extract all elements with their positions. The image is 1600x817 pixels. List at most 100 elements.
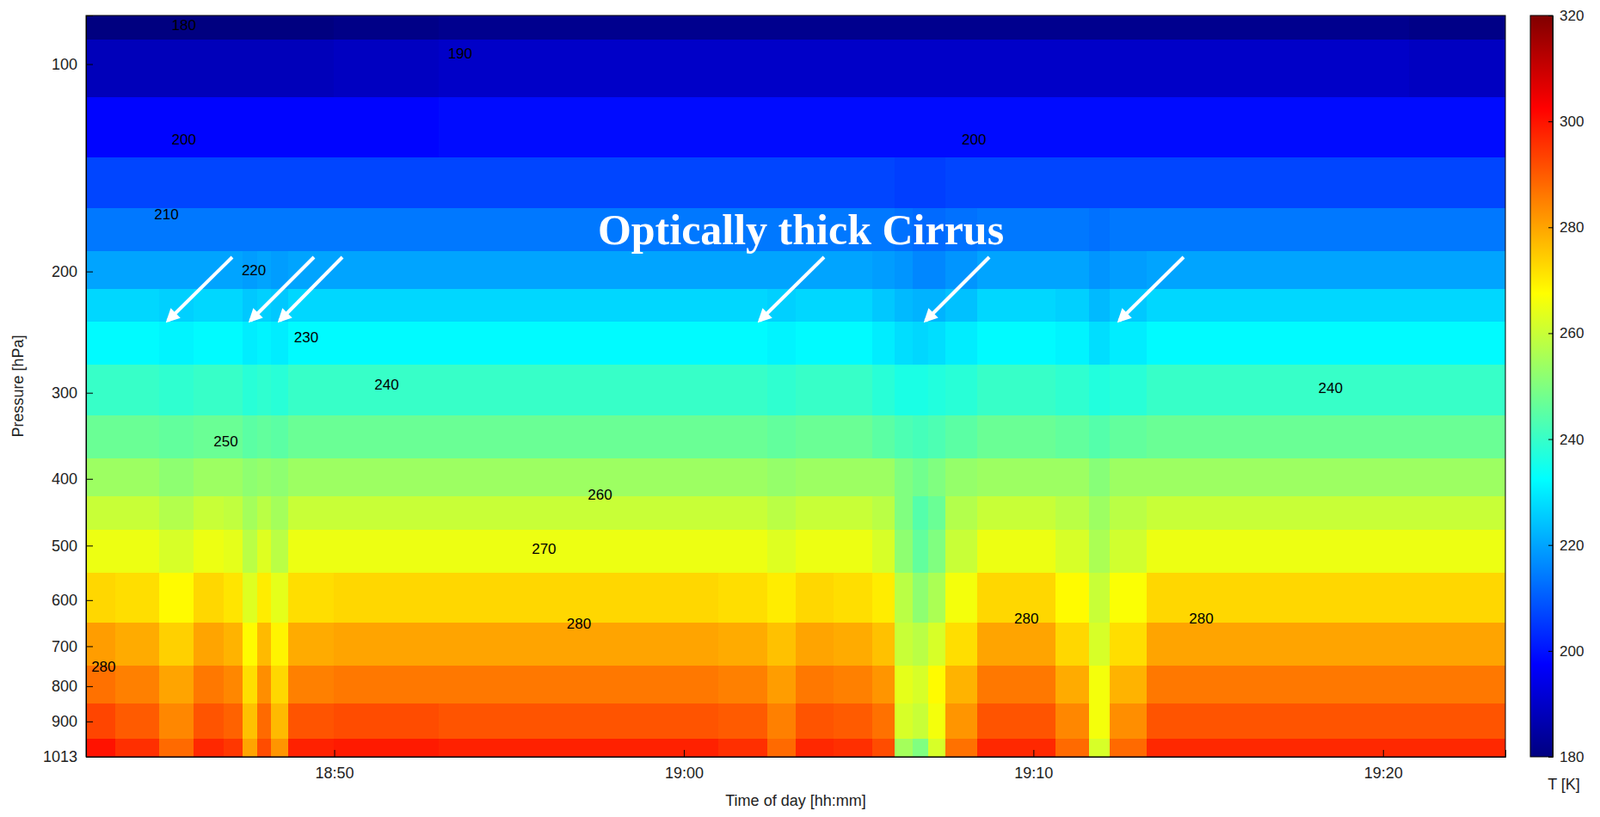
cell <box>718 321 769 366</box>
cell <box>945 572 979 625</box>
cell <box>767 15 797 41</box>
arrow <box>279 257 343 321</box>
cell <box>977 39 1017 99</box>
cell <box>1015 157 1058 210</box>
tick: 300 <box>1548 113 1584 130</box>
cell <box>115 622 160 667</box>
tick-mark <box>86 393 93 394</box>
cell <box>288 703 335 740</box>
cell <box>288 364 335 417</box>
tick-label: 260 <box>1559 325 1584 342</box>
cell <box>977 572 1017 625</box>
cell <box>833 321 874 366</box>
cell <box>795 364 836 417</box>
cell <box>928 703 947 740</box>
cell <box>1109 622 1148 667</box>
cell <box>242 458 258 498</box>
x-axis-title: Time of day [hh:mm] <box>725 792 866 810</box>
cell <box>833 415 874 460</box>
cell <box>159 529 196 574</box>
cell <box>1015 15 1058 41</box>
cell <box>1089 458 1111 498</box>
cell <box>1409 321 1506 366</box>
cell <box>1109 208 1148 253</box>
cell <box>596 572 720 625</box>
cell <box>872 157 896 210</box>
cell <box>1089 157 1111 210</box>
cell <box>288 15 335 41</box>
tick-mark <box>334 750 336 757</box>
chart: 18:5019:0019:1019:2010020030040050060070… <box>0 0 1600 817</box>
cell <box>257 738 272 757</box>
cell <box>718 251 769 290</box>
cell <box>159 665 196 705</box>
tick-mark <box>1548 756 1553 758</box>
tick-mark <box>86 479 93 480</box>
cell <box>223 665 244 705</box>
cell <box>333 738 440 757</box>
cell <box>767 289 797 324</box>
cell <box>977 157 1017 210</box>
cell <box>833 458 874 498</box>
cell <box>1109 529 1148 574</box>
cell <box>288 738 335 757</box>
cell <box>115 364 160 417</box>
axis-line <box>1548 16 1554 758</box>
cell <box>1146 39 1244 99</box>
cell <box>718 364 769 417</box>
cell <box>223 572 244 625</box>
cell <box>596 703 720 740</box>
cell <box>1409 364 1506 417</box>
tick: 200 <box>1548 643 1584 660</box>
contour-label: 260 <box>587 486 612 504</box>
cell <box>257 208 272 253</box>
cell <box>270 97 290 160</box>
cell <box>438 251 597 290</box>
cell <box>833 665 874 705</box>
cell <box>86 415 117 460</box>
cell <box>438 529 597 574</box>
cell <box>894 703 913 740</box>
cell <box>159 703 196 740</box>
cell <box>438 665 597 705</box>
tick-label: 600 <box>51 591 78 610</box>
cell <box>718 97 769 160</box>
cell <box>596 321 720 366</box>
cell <box>1109 321 1148 366</box>
cell <box>928 97 947 160</box>
cell <box>1409 15 1506 41</box>
cell <box>1015 321 1058 366</box>
cell <box>945 157 979 210</box>
cell <box>596 15 720 41</box>
tick: 1013 <box>43 748 93 766</box>
cell <box>223 364 244 417</box>
cell <box>193 572 225 625</box>
tick-mark <box>1548 15 1553 17</box>
cell <box>333 289 440 324</box>
cell <box>912 97 930 160</box>
contour-label: 250 <box>213 433 238 450</box>
contour-labels: 1801902002002102202302402402502602702802… <box>91 17 1343 677</box>
cell <box>223 496 244 531</box>
cell <box>872 15 896 41</box>
cell <box>1055 622 1090 667</box>
cell <box>242 364 258 417</box>
cell <box>945 364 979 417</box>
tick-mark <box>1383 750 1385 757</box>
cell <box>1015 703 1058 740</box>
cell <box>1146 529 1244 574</box>
cell <box>159 289 196 324</box>
cell <box>795 622 836 667</box>
cell <box>1109 458 1148 498</box>
cell <box>977 665 1017 705</box>
cell <box>159 39 196 99</box>
cell <box>270 622 290 667</box>
cell <box>257 39 272 99</box>
cell <box>596 665 720 705</box>
cell <box>596 157 720 210</box>
cell <box>223 251 244 290</box>
cell <box>1243 208 1410 253</box>
cell <box>1055 415 1090 460</box>
cell <box>945 529 979 574</box>
cell <box>438 97 597 160</box>
